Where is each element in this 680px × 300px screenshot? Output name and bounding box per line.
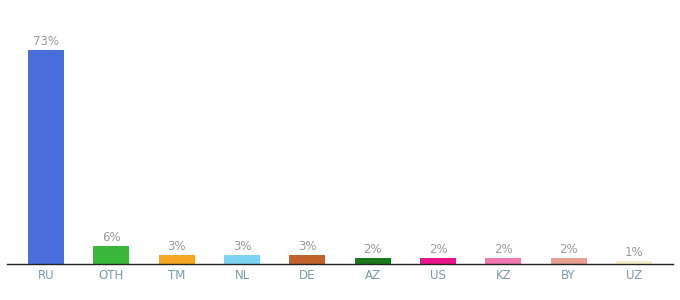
Bar (28, 50, 64, 264)
Text: 3%: 3% (167, 240, 186, 253)
Text: 2%: 2% (363, 243, 382, 256)
Bar (158, 255, 194, 264)
Text: 3%: 3% (233, 240, 251, 253)
Text: 1%: 1% (625, 246, 643, 259)
Bar (486, 258, 522, 264)
Bar (224, 255, 260, 264)
Bar (93, 246, 129, 264)
Text: 2%: 2% (494, 243, 513, 256)
Text: 73%: 73% (33, 35, 59, 48)
Text: 2%: 2% (428, 243, 447, 256)
Bar (420, 258, 456, 264)
Text: 3%: 3% (298, 240, 317, 253)
Bar (290, 255, 325, 264)
Bar (355, 258, 390, 264)
Bar (616, 261, 652, 264)
Bar (551, 258, 587, 264)
Text: 2%: 2% (560, 243, 578, 256)
Text: 6%: 6% (102, 231, 120, 244)
